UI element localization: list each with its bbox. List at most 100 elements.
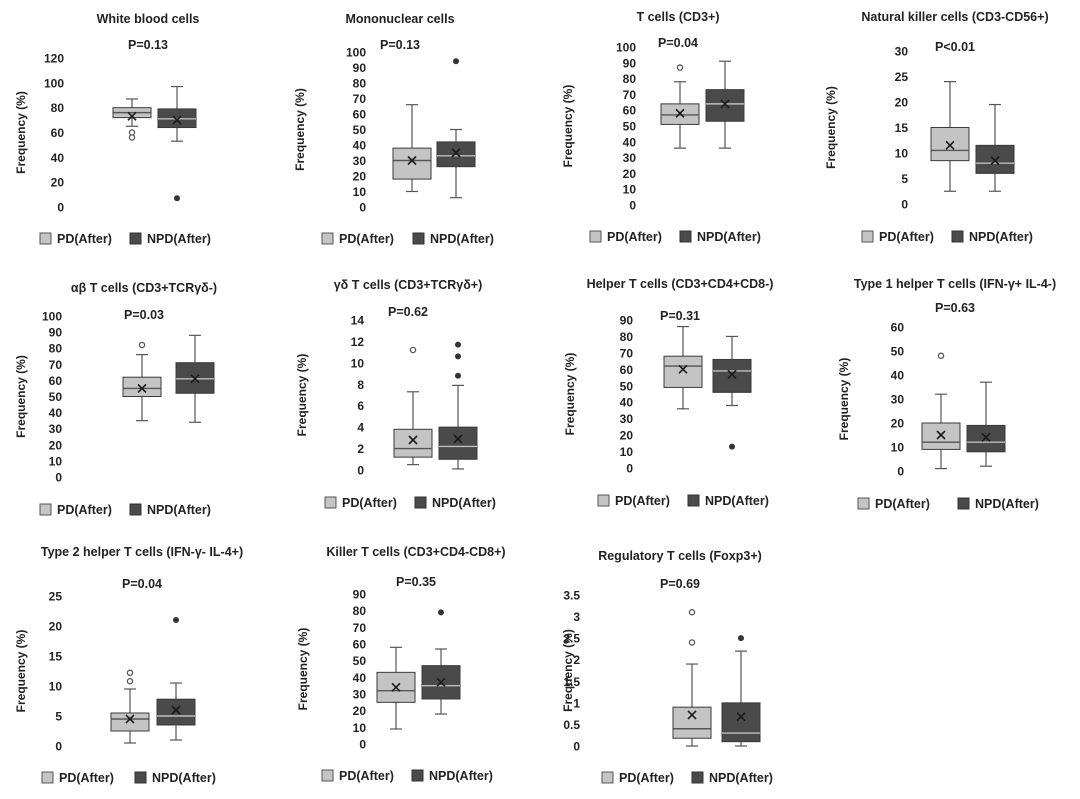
p-value-label: P=0.13 <box>128 38 168 52</box>
y-tick-label: 5 <box>55 710 62 724</box>
y-tick-label: 2 <box>573 653 580 667</box>
y-tick-label: 0.5 <box>563 718 580 732</box>
y-tick-label: 80 <box>623 72 637 86</box>
box <box>672 706 712 739</box>
y-tick-label: 0 <box>629 199 636 213</box>
mean-marker <box>981 432 991 442</box>
y-tick-label: 80 <box>353 604 367 618</box>
legend-label-npd: NPD(After) <box>432 496 496 510</box>
legend-label-pd: PD(After) <box>615 494 670 508</box>
y-tick-label: 15 <box>895 121 909 135</box>
y-tick-label: 60 <box>353 108 367 122</box>
outlier-point <box>453 58 459 65</box>
outlier-point <box>138 341 146 349</box>
legend-swatch-npd <box>412 232 425 245</box>
p-value-label: P=0.04 <box>658 36 698 50</box>
y-tick-label: 20 <box>49 620 63 634</box>
chart-title: Mononuclear cells <box>345 12 454 26</box>
legend-label-pd: PD(After) <box>619 771 674 785</box>
y-tick-label: 90 <box>353 588 367 602</box>
y-axis-label: Frequency (%) <box>561 85 575 168</box>
p-value-label: P=0.31 <box>660 309 700 323</box>
p-value-label: P=0.03 <box>124 308 164 322</box>
y-tick-label: 2 <box>357 442 364 456</box>
outlier-point <box>937 352 945 360</box>
y-axis-label: Frequency (%) <box>14 630 28 713</box>
chart-title: Type 1 helper T cells (IFN-γ+ IL-4-) <box>854 277 1056 291</box>
chart-title: Natural killer cells (CD3-CD56+) <box>861 10 1048 24</box>
legend-label-pd: PD(After) <box>875 497 930 511</box>
y-tick-label: 0 <box>55 740 62 754</box>
y-tick-label: 3 <box>573 610 580 624</box>
y-tick-label: 60 <box>353 638 367 652</box>
y-axis-label: Frequency (%) <box>14 355 28 438</box>
y-tick-label: 40 <box>623 135 637 149</box>
y-tick-label: 8 <box>357 378 364 392</box>
legend-swatch-pd <box>857 497 870 510</box>
legend-label-npd: NPD(After) <box>147 232 211 246</box>
y-tick-label: 14 <box>351 314 365 328</box>
y-tick-label: 10 <box>353 185 367 199</box>
mean-marker <box>391 682 401 692</box>
y-tick-label: 30 <box>49 422 63 436</box>
y-tick-label: 1.5 <box>563 675 580 689</box>
mean-marker <box>190 374 200 384</box>
y-tick-label: 40 <box>891 369 905 383</box>
mean-marker <box>720 99 730 109</box>
legend-swatch-pd <box>39 232 52 245</box>
chart-title: White blood cells <box>97 12 200 26</box>
y-tick-label: 0 <box>897 465 904 479</box>
box <box>705 89 745 122</box>
mean-marker <box>407 155 417 166</box>
y-tick-label: 4 <box>357 421 364 435</box>
y-tick-label: 50 <box>891 345 905 359</box>
legend-swatch-pd <box>324 496 337 509</box>
box <box>156 698 196 726</box>
legend-label-npd: NPD(After) <box>429 769 493 783</box>
y-tick-label: 30 <box>353 688 367 702</box>
y-tick-label: 70 <box>623 88 637 102</box>
mean-marker <box>125 714 135 724</box>
outlier-point <box>126 677 134 685</box>
y-tick-label: 90 <box>620 314 634 328</box>
y-tick-label: 25 <box>49 590 63 604</box>
y-tick-label: 20 <box>895 96 909 110</box>
y-tick-label: 30 <box>353 154 367 168</box>
legend-label-pd: PD(After) <box>607 230 662 244</box>
legend-swatch-pd <box>601 771 614 784</box>
outlier-point <box>126 669 134 677</box>
box <box>393 428 433 458</box>
y-tick-label: 6 <box>357 399 364 413</box>
y-tick-label: 70 <box>620 346 634 360</box>
legend-label-npd: NPD(After) <box>430 232 494 246</box>
y-axis-label: Frequency (%) <box>837 358 851 441</box>
outlier-point <box>455 341 461 348</box>
box <box>712 358 752 393</box>
box <box>110 712 150 732</box>
y-tick-label: 0 <box>573 740 580 754</box>
legend-swatch-npd <box>687 494 700 507</box>
y-tick-label: 0 <box>626 462 633 476</box>
y-tick-label: 60 <box>51 126 65 140</box>
legend-label-pd: PD(After) <box>342 496 397 510</box>
legend-label-pd: PD(After) <box>57 503 112 517</box>
mean-marker <box>127 111 137 121</box>
y-tick-label: 80 <box>51 101 65 115</box>
legend-label-pd: PD(After) <box>57 232 112 246</box>
y-tick-label: 60 <box>623 104 637 118</box>
y-tick-label: 70 <box>353 92 367 106</box>
y-tick-label: 2.5 <box>563 632 580 646</box>
mean-marker <box>408 435 418 445</box>
legend-swatch-pd <box>589 230 602 243</box>
outlier-point <box>173 617 179 623</box>
y-tick-label: 60 <box>49 374 63 388</box>
y-tick-label: 40 <box>353 671 367 685</box>
y-tick-label: 0 <box>359 738 366 752</box>
y-tick-label: 80 <box>353 77 367 91</box>
mean-marker <box>172 115 182 125</box>
y-tick-label: 30 <box>623 151 637 165</box>
legend-swatch-npd <box>411 769 424 782</box>
y-tick-label: 70 <box>353 621 367 635</box>
y-tick-label: 100 <box>346 46 366 60</box>
outlier-point <box>438 609 444 616</box>
